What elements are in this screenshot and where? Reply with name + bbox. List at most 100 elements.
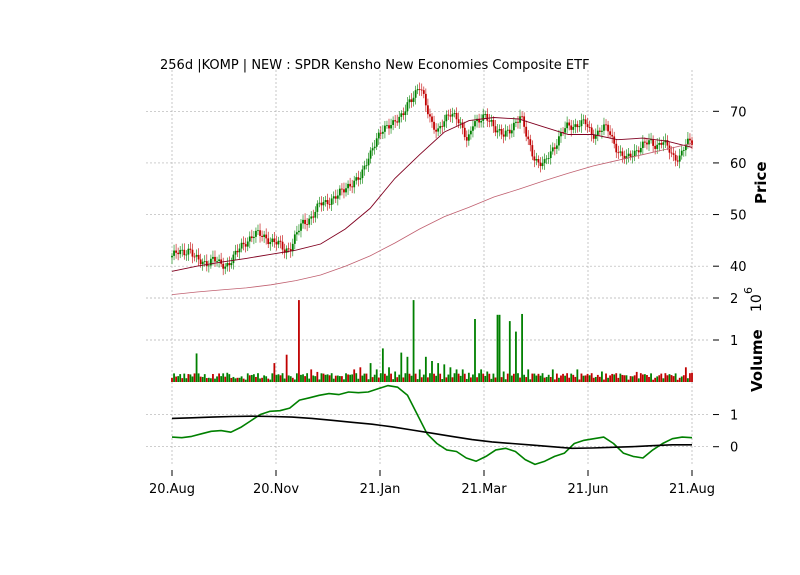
volume-bar	[553, 379, 556, 382]
volume-bar	[410, 375, 413, 382]
candle-body	[336, 195, 339, 199]
candle-body	[574, 124, 577, 127]
volume-bar	[381, 348, 384, 382]
price-panel	[171, 82, 693, 295]
candle-body	[279, 240, 282, 242]
volume-bar	[386, 375, 388, 382]
candle-body	[596, 130, 599, 136]
candle-body	[269, 242, 272, 245]
volume-bar	[506, 373, 509, 382]
volume-bar	[181, 378, 184, 382]
candle-body	[517, 121, 519, 123]
volume-bar	[300, 374, 302, 382]
candle-body	[619, 151, 622, 153]
volume-bar	[173, 373, 175, 382]
candle-body	[314, 211, 317, 218]
candle-body	[240, 242, 243, 249]
volume-bar	[384, 373, 386, 382]
candle-body	[173, 250, 175, 256]
volume-bar	[623, 375, 626, 382]
candle-body	[467, 134, 470, 141]
candle-body	[381, 131, 384, 134]
candle-body	[267, 238, 270, 245]
candle-body	[351, 186, 354, 188]
candle-body	[416, 89, 419, 91]
candle-body	[205, 261, 208, 267]
candle-body	[545, 158, 548, 160]
volume-bar	[375, 369, 378, 382]
volume-bar	[187, 374, 190, 382]
candle-body	[451, 113, 454, 117]
candle-body	[222, 263, 225, 269]
candle-body	[220, 259, 223, 264]
volume-bar	[412, 300, 415, 382]
candle-body	[605, 124, 607, 126]
candle-body	[531, 145, 534, 157]
y-tick-label: 60	[730, 157, 747, 172]
candle-body	[390, 125, 392, 129]
candle-body	[420, 89, 423, 91]
volume-bar	[535, 375, 538, 382]
volume-bar	[183, 373, 186, 382]
candle-body	[353, 180, 356, 188]
volume-bar	[338, 376, 341, 382]
candle-body	[310, 216, 313, 219]
volume-bar	[515, 331, 517, 382]
volume-bar	[390, 373, 392, 382]
volume-bar	[584, 375, 587, 382]
volume-bar	[408, 373, 411, 382]
candle-body	[543, 159, 546, 164]
candle-body	[322, 201, 325, 206]
volume-bar	[658, 375, 661, 382]
volume-bar	[240, 376, 243, 382]
candle-body	[402, 113, 405, 116]
candle-body	[328, 204, 331, 205]
volume-bar	[549, 376, 552, 382]
volume-axis-label: Volume	[748, 329, 766, 392]
candle-body	[500, 129, 503, 135]
candle-body	[369, 150, 372, 159]
volume-bar	[502, 371, 505, 382]
candle-body	[621, 151, 624, 156]
volume-bar	[680, 376, 683, 382]
volume-bar	[472, 374, 474, 382]
volume-bar	[244, 379, 247, 382]
volume-bar	[560, 375, 562, 382]
candle-body	[265, 234, 268, 239]
candle-body	[639, 147, 642, 153]
volume-bar	[359, 367, 362, 382]
volume-bar	[363, 373, 366, 382]
volume-bar	[306, 373, 309, 382]
volume-bar	[281, 373, 284, 382]
volume-bar	[304, 376, 306, 382]
volume-bar	[298, 300, 300, 382]
volume-bar	[500, 377, 503, 382]
candle-body	[373, 146, 376, 149]
volume-bar	[496, 314, 499, 382]
candle-body	[586, 124, 589, 127]
volume-bar	[527, 369, 530, 382]
volume-bar	[345, 373, 347, 382]
volume-bar	[175, 376, 177, 382]
volume-bar	[220, 376, 223, 382]
volume-bar	[517, 373, 519, 382]
candle-body	[232, 254, 235, 264]
volume-bar	[652, 379, 655, 382]
volume-bar	[668, 374, 671, 382]
volume-bar	[207, 377, 210, 382]
candle-body	[324, 200, 327, 202]
volume-bar	[480, 369, 483, 382]
volume-bar	[486, 371, 489, 382]
volume-bar	[324, 374, 327, 382]
candle-body	[603, 124, 605, 131]
volume-bar	[209, 378, 212, 382]
volume-bar	[609, 375, 612, 382]
volume-bar	[289, 376, 292, 382]
candle-body	[551, 147, 554, 152]
volume-bar	[578, 379, 581, 382]
volume-bar	[238, 377, 241, 382]
volume-bar	[279, 375, 282, 382]
candle-body	[635, 150, 638, 152]
volume-bar	[406, 356, 409, 382]
x-tick-label: 21.Mar	[461, 482, 507, 497]
